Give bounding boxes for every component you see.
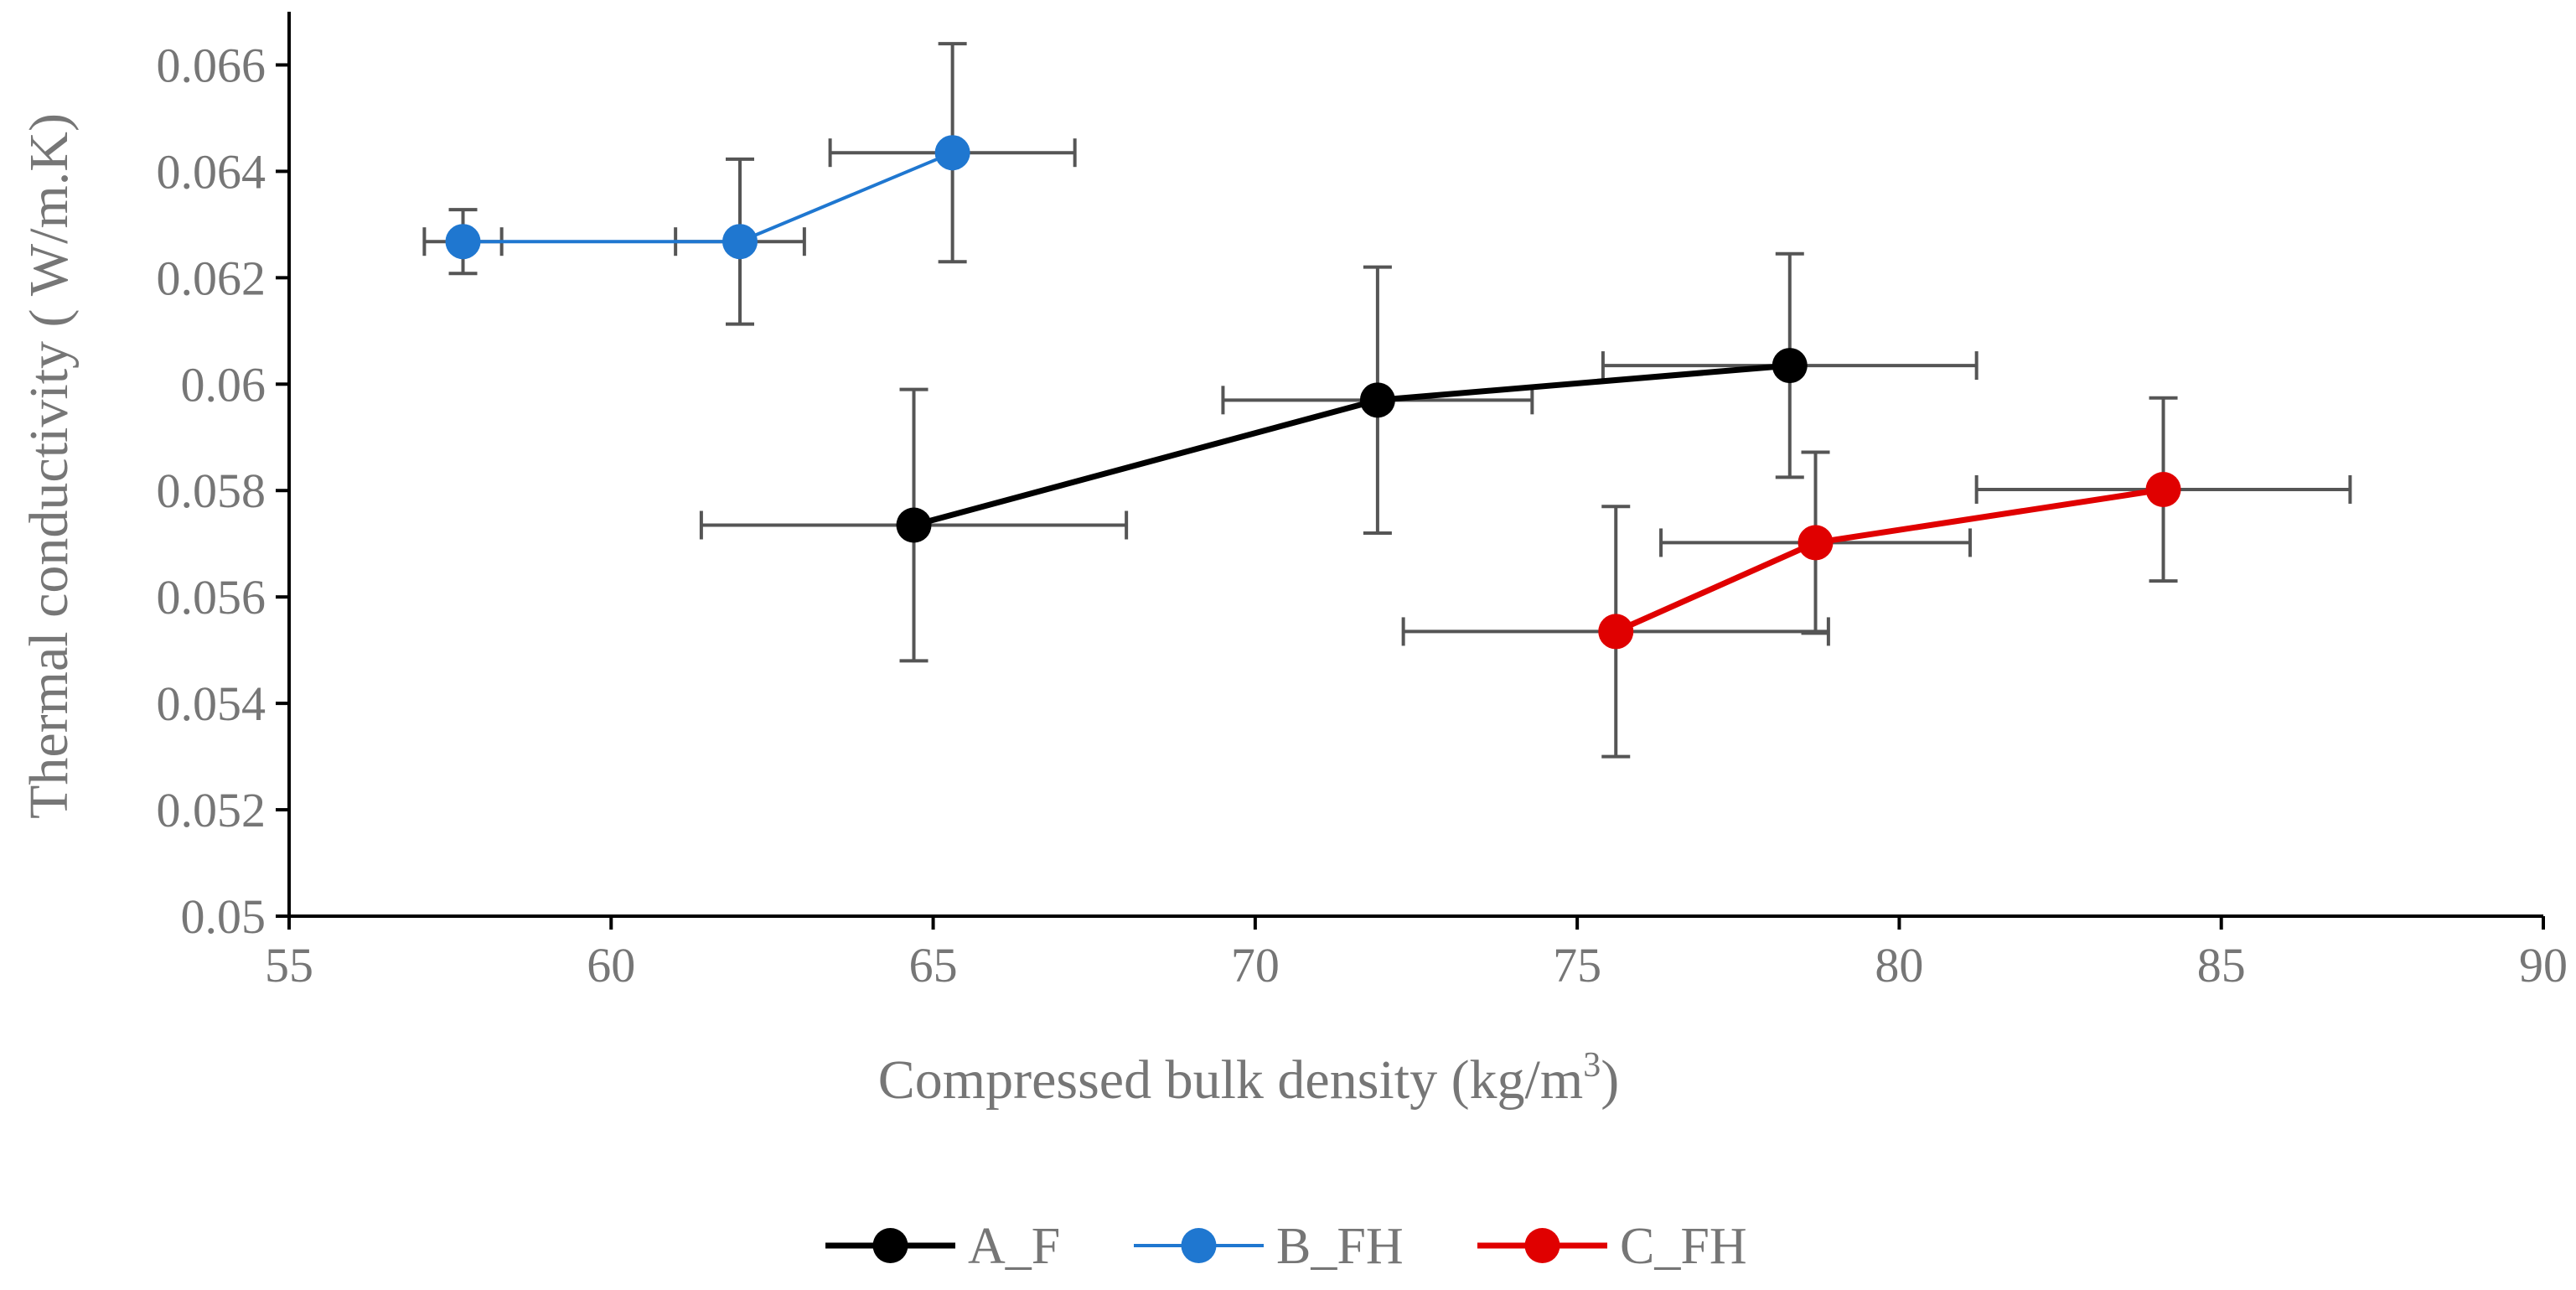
x-tick-label: 60	[587, 938, 635, 992]
x-tick-label: 90	[2519, 938, 2568, 992]
y-tick-label: 0.064	[157, 144, 266, 199]
series-lines	[463, 151, 2165, 635]
y-axis-title: Thermal conductivity ( W/m.K)	[18, 113, 80, 819]
y-tick-label: 0.05	[181, 889, 266, 944]
x-tick-label: 80	[1875, 938, 1923, 992]
y-tick-label: 0.058	[157, 464, 266, 518]
x-tick-label: 55	[265, 938, 313, 992]
legend-label-b-fh: B_FH	[1276, 1218, 1404, 1275]
x-tick-label: 65	[909, 938, 958, 992]
y-tick-label: 0.062	[157, 251, 266, 305]
y-tick-label: 0.056	[157, 570, 266, 624]
series-line-c-fh	[1614, 486, 2165, 635]
legend: A_F B_FH C_FH	[825, 1218, 1747, 1275]
legend-label-c-fh: C_FH	[1620, 1218, 1747, 1275]
legend-label-a-f: A_F	[968, 1218, 1060, 1275]
data-point-a-f	[1359, 382, 1395, 418]
series-line-a-f	[913, 362, 1791, 528]
data-point-b-fh	[445, 224, 481, 260]
data-point-a-f	[1772, 348, 1808, 384]
y-tick-label: 0.052	[157, 783, 266, 837]
data-point-b-fh	[722, 224, 758, 260]
x-tick-label: 75	[1553, 938, 1601, 992]
y-tick-label: 0.066	[157, 38, 266, 92]
data-point-b-fh	[934, 135, 970, 171]
tick-labels: 55 60 65 70 75 80 85 90 0.05 0.052 0.054 0.056 0.058…	[157, 38, 2568, 992]
data-point-a-f	[896, 507, 932, 543]
y-tick-label: 0.06	[181, 357, 266, 412]
y-tick-label: 0.054	[157, 676, 266, 731]
axis-ticks	[276, 63, 2545, 930]
series-line-b-fh	[463, 151, 954, 244]
legend-marker-a-f	[872, 1228, 908, 1263]
x-axis-title: Compressed bulk density (kg/m3)	[878, 1046, 1619, 1111]
x-tick-label: 70	[1231, 938, 1280, 992]
data-point-c-fh	[1798, 525, 1834, 561]
data-point-c-fh	[1598, 614, 1634, 650]
legend-marker-c-fh	[1524, 1228, 1560, 1263]
data-point-c-fh	[2145, 471, 2181, 507]
x-tick-label: 85	[2197, 938, 2246, 992]
legend-marker-b-fh	[1181, 1228, 1217, 1263]
data-points	[445, 135, 2181, 650]
